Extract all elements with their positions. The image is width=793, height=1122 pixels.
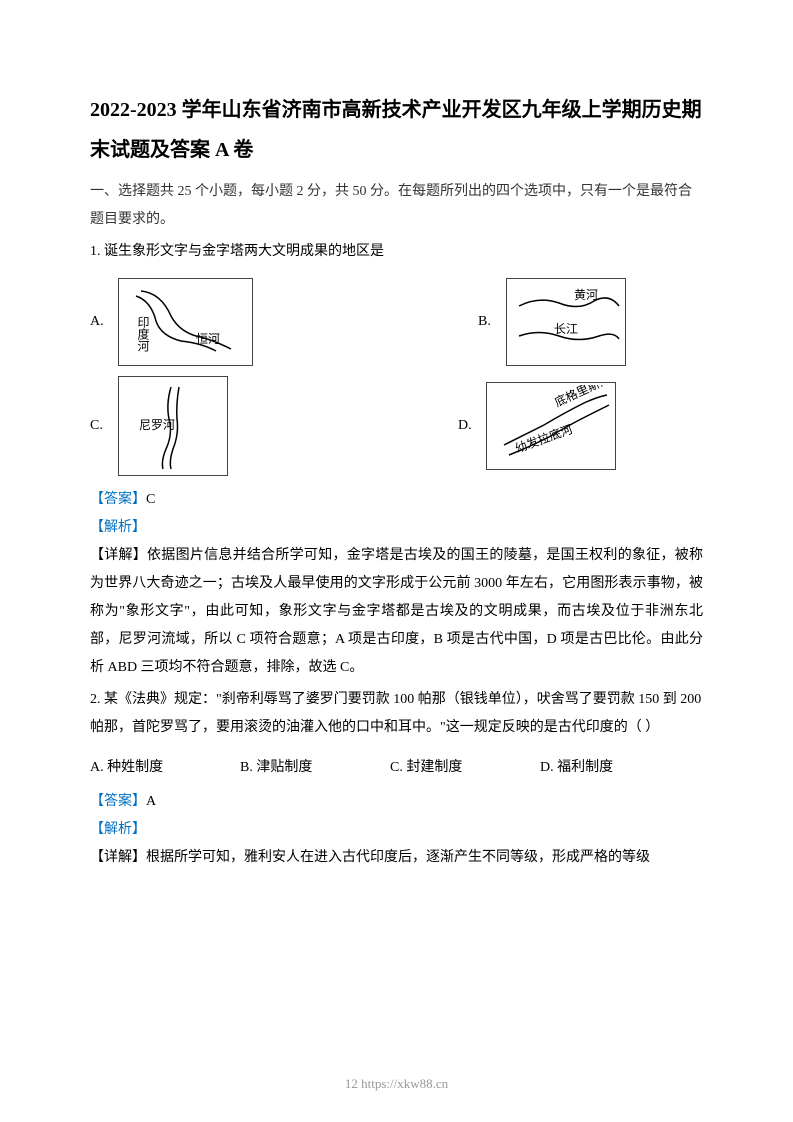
- q2-answer: 【答案】A: [90, 788, 703, 816]
- q1-answer: 【答案】C: [90, 486, 703, 514]
- question-2-text: 2. 某《法典》规定："刹帝利辱骂了婆罗门要罚款 100 帕那（银钱单位），吠舍…: [90, 686, 703, 742]
- q2-explanation-partial: 【详解】根据所学可知，雅利安人在进入古代印度后，逐渐产生不同等级，形成严格的等级: [90, 844, 703, 872]
- q1-options-row-1: A. 印度河 恒河 B. 黄河 长江: [90, 278, 703, 366]
- svg-text:恒河: 恒河: [196, 332, 220, 346]
- svg-text:底格里斯河: 底格里斯河: [551, 385, 612, 410]
- map-image-b: 黄河 长江: [506, 278, 626, 366]
- answer-value: C: [146, 492, 155, 507]
- svg-text:印度河: 印度河: [136, 316, 150, 352]
- option-a-label: A.: [90, 314, 110, 330]
- answer-label-text-2: 【答案】: [90, 794, 146, 809]
- section-instruction: 一、选择题共 25 个小题，每小题 2 分，共 50 分。在每题所列出的四个选项…: [90, 178, 703, 234]
- q1-analysis-label: 【解析】: [90, 514, 703, 542]
- svg-text:黄河: 黄河: [574, 288, 598, 302]
- document-title: 2022-2023 学年山东省济南市高新技术产业开发区九年级上学期历史期末试题及…: [90, 90, 703, 170]
- svg-text:长江: 长江: [554, 322, 578, 336]
- map-image-d: 底格里斯河 幼发拉底河: [486, 382, 616, 470]
- q1-explanation: 【详解】依据图片信息并结合所学可知，金字塔是古埃及的国王的陵墓，是国王权利的象征…: [90, 542, 703, 682]
- answer-value-2: A: [146, 794, 156, 809]
- q2-option-d: D. 福利制度: [540, 754, 690, 782]
- page-footer: 12 https://xkw88.cn: [0, 1076, 793, 1092]
- q2-option-a: A. 种姓制度: [90, 754, 240, 782]
- svg-text:尼罗河: 尼罗河: [139, 418, 175, 432]
- q2-option-c: C. 封建制度: [390, 754, 540, 782]
- option-d-label: D.: [458, 418, 478, 434]
- q1-options-row-2: C. 尼罗河 D. 底格里斯河 幼发拉底河: [90, 376, 703, 476]
- map-image-c: 尼罗河: [118, 376, 228, 476]
- q2-analysis-label: 【解析】: [90, 816, 703, 844]
- option-b-label: B.: [478, 314, 498, 330]
- svg-text:幼发拉底河: 幼发拉底河: [512, 421, 574, 456]
- map-image-a: 印度河 恒河: [118, 278, 253, 366]
- q2-options: A. 种姓制度 B. 津贴制度 C. 封建制度 D. 福利制度: [90, 754, 703, 782]
- question-1-text: 1. 诞生象形文字与金字塔两大文明成果的地区是: [90, 238, 703, 266]
- option-c-label: C.: [90, 418, 110, 434]
- answer-label-text: 【答案】: [90, 492, 146, 507]
- q2-option-b: B. 津贴制度: [240, 754, 390, 782]
